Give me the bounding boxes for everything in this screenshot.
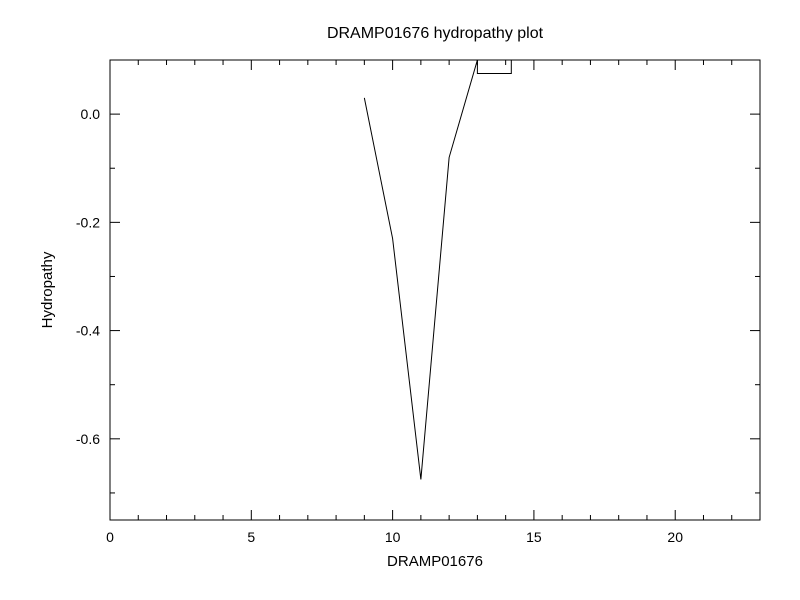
y-tick-label: 0.0 — [81, 106, 101, 122]
chart-svg: 0 5 10 15 20 -0.6 -0.4 -0.2 0.0 DRAMP01676 hydrop… — [0, 0, 800, 600]
x-axis-label: DRAMP01676 — [387, 553, 483, 570]
x-tick-label: 15 — [526, 529, 542, 545]
y-tick-label: -0.4 — [76, 323, 100, 339]
chart-title: DRAMP01676 hydropathy plot — [327, 25, 544, 42]
x-tick-label: 20 — [667, 529, 683, 545]
y-tick-label: -0.2 — [76, 214, 100, 230]
y-tick-label: -0.6 — [76, 431, 100, 447]
hydropathy-plot: 0 5 10 15 20 -0.6 -0.4 -0.2 0.0 DRAMP01676 hydrop… — [0, 0, 800, 600]
x-tick-label: 0 — [106, 529, 114, 545]
x-tick-label: 5 — [247, 529, 255, 545]
y-axis-label: Hydropathy — [39, 251, 56, 328]
x-tick-label: 10 — [385, 529, 401, 545]
